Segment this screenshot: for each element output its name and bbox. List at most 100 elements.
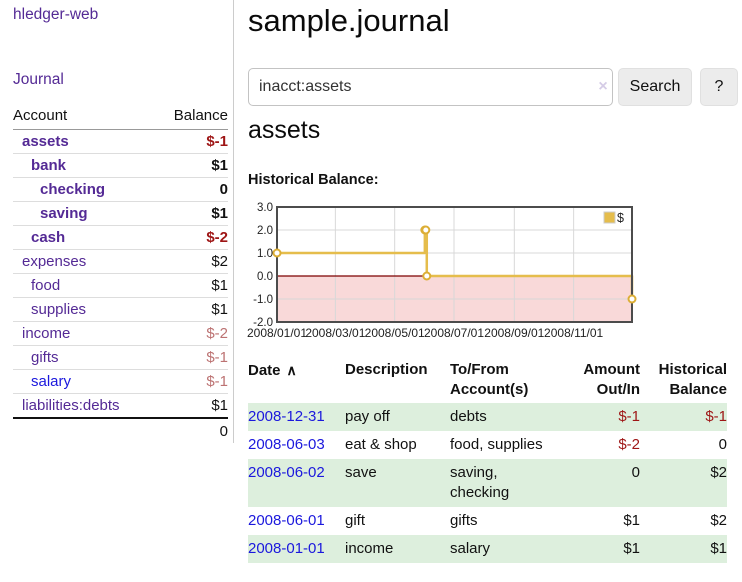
sidebar-account-link-expenses[interactable]: expenses <box>22 253 87 270</box>
sidebar-account-balance: $1 <box>155 201 228 226</box>
sidebar-account-row: supplies $1 <box>13 297 228 322</box>
register-balance-cell: $1 <box>710 540 727 557</box>
register-date-sort-header[interactable]: Date ∧ <box>248 358 345 403</box>
svg-text:3.0: 3.0 <box>257 202 273 214</box>
register-description-cell: income <box>345 540 394 557</box>
register-row: 2008-06-02 save saving, checking 0 $2 <box>248 459 727 507</box>
sidebar-account-link-salary[interactable]: salary <box>31 373 72 390</box>
register-balance-cell: $2 <box>710 464 727 481</box>
accounts-total-value: 0 <box>155 417 228 444</box>
accounts-total-row: 0 <box>13 417 228 444</box>
transaction-date-link[interactable]: 2008-06-01 <box>248 512 325 529</box>
sidebar-account-row: bank $1 <box>13 153 228 178</box>
sidebar-account-balance: $1 <box>155 273 228 298</box>
sidebar-account-row: gifts $-1 <box>13 345 228 370</box>
sidebar-account-row: checking 0 <box>13 177 228 202</box>
sidebar-account-balance: $-2 <box>155 225 228 250</box>
transaction-date-link[interactable]: 2008-06-03 <box>248 436 325 453</box>
register-balance-cell: $-1 <box>705 408 727 425</box>
app-brand-link[interactable]: hledger-web <box>13 6 99 23</box>
register-date-cell: 2008-12-31 <box>248 403 345 431</box>
sidebar-account-row: salary $-1 <box>13 369 228 394</box>
svg-text:-1.0: -1.0 <box>253 294 273 306</box>
sidebar-account-link-liabilities-debts[interactable]: liabilities:debts <box>22 397 120 414</box>
date-header-label: Date <box>248 362 281 379</box>
data-point-marker <box>422 271 432 281</box>
sidebar-account-link-supplies[interactable]: supplies <box>31 301 87 318</box>
sidebar-account-row: saving $1 <box>13 201 228 226</box>
legend-label: $ <box>617 211 624 225</box>
register-accounts-cell: saving, checking <box>450 464 510 501</box>
svg-text:2008/01/01: 2008/01/01 <box>247 326 307 340</box>
register-balance-cell: 0 <box>718 436 727 453</box>
svg-text:2008/07/01: 2008/07/01 <box>424 326 484 340</box>
svg-text:2008/05/01: 2008/05/01 <box>365 326 425 340</box>
sidebar-account-row: expenses $2 <box>13 249 228 274</box>
sidebar-item-journal[interactable]: Journal <box>13 71 64 88</box>
register-row: 2008-12-31 pay off debts $-1 $-1 <box>248 403 727 431</box>
sidebar-account-link-income[interactable]: income <box>22 325 71 342</box>
sidebar-account-balance: $1 <box>155 393 228 418</box>
register-accounts-cell: salary <box>450 540 491 557</box>
sidebar-account-link-food[interactable]: food <box>31 277 61 294</box>
sidebar-account-link-saving[interactable]: saving <box>40 205 88 222</box>
sidebar-account-balance: $-1 <box>206 133 228 150</box>
historical-balance-chart: 3.0 2.0 1.0 0.0 -1.0 -2.0 2008/01/01 2008/03/01… <box>247 200 648 343</box>
sidebar-account-row: cash $-2 <box>13 225 228 250</box>
register-description-cell: pay off <box>345 408 390 425</box>
sidebar-account-balance: $-1 <box>155 345 228 370</box>
sidebar-account-balance: $1 <box>155 297 228 322</box>
register-account-heading: assets <box>248 116 321 144</box>
sidebar-account-row: income $-2 <box>13 321 228 346</box>
data-point-marker <box>627 294 637 304</box>
sidebar-account-balance: 0 <box>155 177 228 202</box>
page-title: sample.journal <box>248 3 450 38</box>
transaction-date-link[interactable]: 2008-06-02 <box>248 464 325 481</box>
register-table: Date ∧ Description To/From Account(s) Amo… <box>248 358 727 563</box>
accounts-table-body: assets $-1 bank $1 checking 0 saving $1 cash $-2 e… <box>13 130 228 418</box>
svg-text:0.0: 0.0 <box>257 271 273 283</box>
register-description-cell: gift <box>345 512 366 529</box>
data-point-marker <box>421 225 431 235</box>
main-content: sample.journal × Search ? assets Histori… <box>247 0 742 582</box>
register-date-cell: 2008-06-01 <box>248 507 345 535</box>
sidebar-account-row: liabilities:debts $1 <box>13 393 228 418</box>
register-date-cell: 2008-06-02 <box>248 459 345 507</box>
svg-text:2008/09/01: 2008/09/01 <box>484 326 544 340</box>
register-amount-cell: $1 <box>623 512 640 529</box>
sidebar-account-link-bank[interactable]: bank <box>31 157 67 174</box>
sidebar-account-link-checking[interactable]: checking <box>40 181 106 198</box>
search-input[interactable] <box>248 68 613 106</box>
search-bar: × Search ? <box>248 68 742 106</box>
register-date-cell: 2008-01-01 <box>248 535 345 563</box>
register-accounts-header: To/From Account(s) <box>450 361 529 398</box>
accounts-total-spacer <box>13 417 156 444</box>
sidebar-account-balance: $2 <box>155 249 228 274</box>
register-balance-header: Historical Balance <box>658 361 727 398</box>
sidebar-account-link-gifts[interactable]: gifts <box>31 349 59 366</box>
accounts-header-account: Account <box>13 104 156 130</box>
svg-text:2008/03/01: 2008/03/01 <box>305 326 365 340</box>
sidebar-account-balance: $1 <box>155 153 228 178</box>
register-accounts-cell: food, supplies <box>450 436 543 453</box>
register-row: 2008-06-01 gift gifts $1 $2 <box>248 507 727 535</box>
sidebar-account-link-cash[interactable]: cash <box>31 229 66 246</box>
data-point-marker <box>272 248 282 258</box>
transaction-date-link[interactable]: 2008-12-31 <box>248 408 325 425</box>
sidebar-account-link-assets[interactable]: assets <box>22 133 69 150</box>
search-help-button[interactable]: ? <box>700 68 738 106</box>
sort-asc-icon: ∧ <box>286 362 297 378</box>
register-table-body: 2008-12-31 pay off debts $-1 $-1 2008-06-03 ea… <box>248 403 727 563</box>
clear-search-icon[interactable]: × <box>598 78 608 95</box>
register-amount-cell: $-2 <box>618 436 640 453</box>
transaction-date-link[interactable]: 2008-01-01 <box>248 540 325 557</box>
register-amount-cell: 0 <box>631 464 640 481</box>
search-button[interactable]: Search <box>618 68 692 106</box>
sidebar-account-balance: $-2 <box>155 321 228 346</box>
register-accounts-cell: debts <box>450 408 487 425</box>
legend-swatch <box>603 211 616 224</box>
register-date-cell: 2008-06-03 <box>248 431 345 459</box>
register-description-header: Description <box>345 361 428 378</box>
register-description-cell: save <box>345 464 377 481</box>
